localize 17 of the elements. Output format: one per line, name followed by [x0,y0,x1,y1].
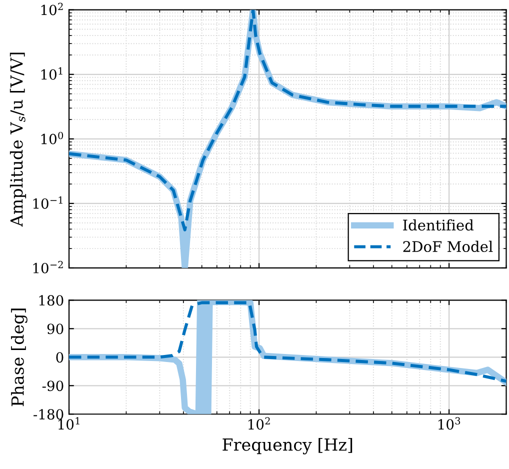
legend-label: 2DoF Model [403,240,493,252]
y-tick-label: 10$^{2}$ [41,2,63,16]
y-tick-label: 10$^{0}$ [41,132,64,144]
x-tick-label: 10$^{3}$ [438,417,460,430]
x-tick-label: 10$^{2}$ [248,417,270,430]
x-axis-title: Frequency [Hz] [222,438,352,454]
y-axis-title: Amplitude V$_{s}$/u [V/V] [10,52,26,227]
y-axis-title: Phase [deg] [11,308,28,406]
y-tick-label: 10$^{−2}$ [33,260,63,274]
y-tick-label: -180 [34,409,64,420]
y-tick-label: 180 [39,295,64,306]
y-tick-label: 0 [56,352,64,363]
y-tick-label: 90 [47,324,64,334]
y-tick-label: -90 [42,380,64,392]
y-tick-label: 10$^{1}$ [41,67,62,80]
y-tick-label: 10$^{−1}$ [33,196,62,209]
legend-label: Identified [403,219,474,231]
